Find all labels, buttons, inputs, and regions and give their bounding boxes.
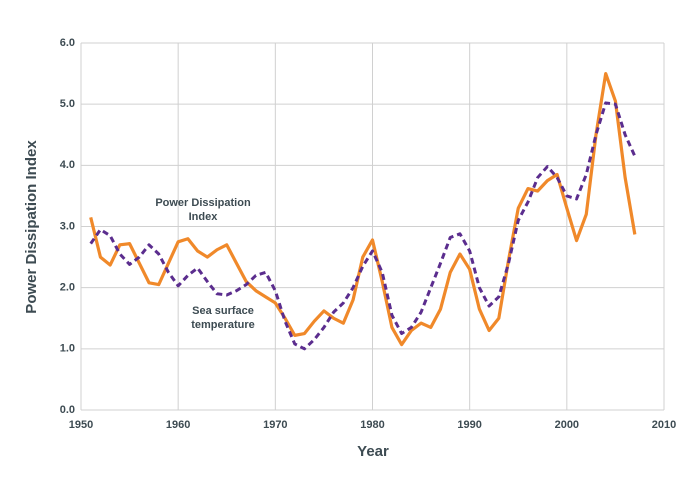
annotation: Index: [189, 211, 219, 223]
y-tick-label: 2.0: [60, 282, 75, 294]
x-tick-label: 2010: [652, 419, 676, 431]
x-tick-label: 1980: [360, 419, 384, 431]
y-axis-label: Power Dissipation Index: [23, 140, 40, 314]
x-tick-label: 1960: [166, 419, 190, 431]
y-tick-label: 3.0: [60, 220, 75, 232]
x-axis-label: Year: [357, 443, 389, 460]
series-line: [89, 101, 637, 351]
x-tick-label: 2000: [555, 419, 579, 431]
y-tick-label: 6.0: [60, 37, 75, 49]
x-tick-label: 1950: [69, 419, 93, 431]
y-tick-label: 4.0: [60, 159, 75, 171]
annotation: Power Dissipation: [155, 197, 251, 209]
annotation: temperature: [191, 319, 255, 331]
annotation: Sea surface: [192, 305, 254, 317]
y-tick-label: 0.0: [60, 404, 75, 416]
series-line: [89, 71, 637, 347]
x-tick-label: 1970: [263, 419, 287, 431]
x-tick-label: 1990: [457, 419, 481, 431]
y-tick-label: 5.0: [60, 98, 75, 110]
y-tick-label: 1.0: [60, 343, 75, 355]
